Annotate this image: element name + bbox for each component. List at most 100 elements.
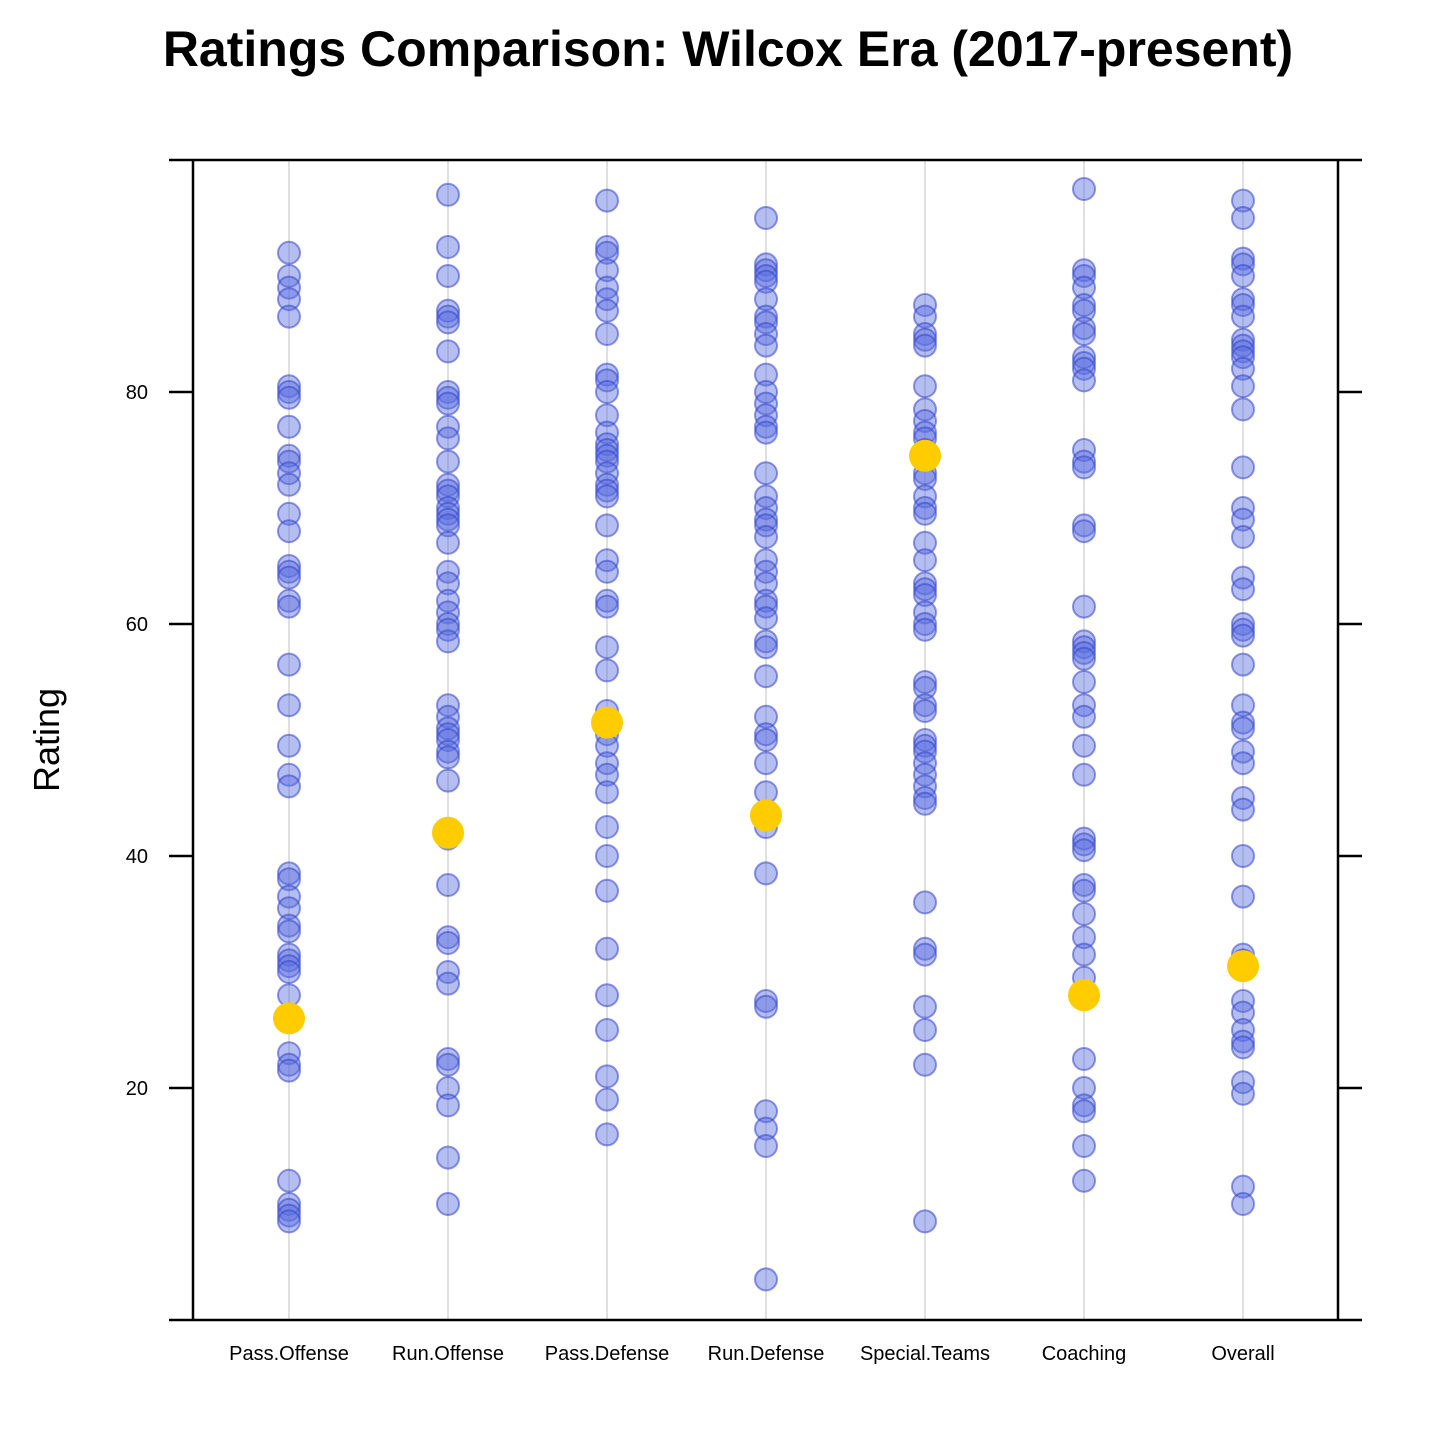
point-special-teams-4 — [913, 333, 937, 358]
point-pass-offense-9 — [277, 443, 301, 468]
point-coaching-9 — [1072, 351, 1096, 375]
point-run-defense-41 — [754, 1116, 778, 1141]
point-coaching-1 — [1072, 258, 1096, 283]
point-pass-defense-42 — [595, 1122, 619, 1147]
point-coaching-0 — [1072, 177, 1096, 201]
point-pass-offense-34 — [277, 960, 301, 984]
point-pass-defense-32 — [595, 762, 619, 787]
x-tick-label-pass-offense: Pass.Offense — [229, 1343, 349, 1365]
point-overall-2 — [1231, 246, 1255, 271]
y-tick-label-40: 40 — [126, 846, 148, 868]
point-special-teams-16 — [913, 530, 937, 555]
point-special-teams-40 — [913, 1018, 937, 1042]
point-special-teams-17 — [913, 548, 937, 573]
point-special-teams-1 — [913, 304, 937, 329]
point-run-defense-27 — [754, 606, 778, 631]
point-coaching-38 — [1072, 1093, 1096, 1118]
point-special-teams-35 — [913, 791, 937, 816]
point-run-offense-2 — [436, 264, 460, 288]
point-overall-39 — [1231, 1029, 1255, 1054]
point-pass-offense-37 — [277, 1052, 301, 1077]
point-coaching-28 — [1072, 832, 1096, 857]
point-pass-defense-26 — [595, 635, 619, 660]
point-run-defense-38 — [754, 989, 778, 1013]
point-overall-27 — [1231, 716, 1255, 741]
point-coaching-14 — [1072, 455, 1096, 480]
point-pass-offense-4 — [277, 304, 301, 329]
point-pass-offense-38 — [277, 1058, 301, 1083]
point-run-offense-34 — [436, 745, 460, 770]
point-run-defense-43 — [754, 1267, 778, 1292]
point-overall-31 — [1231, 797, 1255, 822]
point-run-offense-35 — [436, 768, 460, 793]
point-run-defense-29 — [754, 635, 778, 660]
point-special-teams-41 — [913, 1052, 937, 1077]
highlight-point-coaching — [1068, 979, 1100, 1012]
point-run-defense-4 — [754, 269, 778, 294]
point-overall-0 — [1231, 188, 1255, 213]
point-run-offense-42 — [436, 1047, 460, 1071]
point-overall-42 — [1231, 1081, 1255, 1106]
point-pass-offense-42 — [277, 1203, 301, 1228]
point-coaching-21 — [1072, 646, 1096, 671]
point-overall-14 — [1231, 397, 1255, 422]
point-pass-defense-37 — [595, 936, 619, 961]
point-run-offense-22 — [436, 571, 460, 596]
point-pass-defense-19 — [595, 478, 619, 503]
point-pass-defense-23 — [595, 559, 619, 584]
point-run-offense-43 — [436, 1052, 460, 1077]
chart-title: Ratings Comparison: Wilcox Era (2017-pre… — [163, 21, 1293, 77]
x-tick-label-run-offense: Run.Offense — [392, 1343, 504, 1365]
point-pass-offense-29 — [277, 913, 301, 938]
point-run-defense-24 — [754, 571, 778, 596]
point-run-offense-11 — [436, 426, 460, 451]
point-run-offense-0 — [436, 182, 460, 207]
point-coaching-40 — [1072, 1134, 1096, 1158]
point-pass-defense-1 — [595, 235, 619, 259]
point-coaching-25 — [1072, 733, 1096, 758]
point-run-defense-6 — [754, 304, 778, 329]
point-run-offense-19 — [436, 513, 460, 538]
tick-labels: 20 40 60 80 Pass.Offense Run.Offense Pass.Defe… — [126, 382, 1275, 1365]
point-run-defense-14 — [754, 414, 778, 439]
point-pass-defense-40 — [595, 1064, 619, 1089]
point-pass-defense-25 — [595, 594, 619, 619]
point-run-offense-6 — [436, 339, 460, 364]
point-overall-10 — [1231, 339, 1255, 364]
point-run-defense-31 — [754, 704, 778, 729]
point-pass-defense-21 — [595, 513, 619, 538]
point-run-offense-20 — [436, 530, 460, 555]
point-overall-44 — [1231, 1192, 1255, 1216]
point-pass-defense-7 — [595, 322, 619, 346]
point-coaching-13 — [1072, 449, 1096, 474]
point-overall-7 — [1231, 304, 1255, 329]
point-run-offense-47 — [436, 1192, 460, 1216]
point-run-defense-37 — [754, 861, 778, 886]
point-coaching-20 — [1072, 641, 1096, 665]
point-coaching-24 — [1072, 704, 1096, 729]
point-run-offense-5 — [436, 310, 460, 335]
point-pass-defense-36 — [595, 878, 619, 903]
point-overall-18 — [1231, 525, 1255, 549]
point-run-offense-46 — [436, 1145, 460, 1170]
point-special-teams-5 — [913, 374, 937, 399]
point-pass-defense-6 — [595, 298, 619, 323]
point-special-teams-39 — [913, 994, 937, 1019]
point-special-teams-42 — [913, 1209, 937, 1234]
point-pass-offense-8 — [277, 414, 301, 439]
point-run-defense-40 — [754, 1099, 778, 1124]
point-special-teams-36 — [913, 890, 937, 915]
point-run-defense-39 — [754, 994, 778, 1019]
point-pass-offense-18 — [277, 588, 301, 613]
point-run-defense-5 — [754, 287, 778, 312]
point-overall-25 — [1231, 693, 1255, 718]
point-pass-defense-3 — [595, 258, 619, 283]
point-coaching-15 — [1072, 513, 1096, 538]
point-special-teams-34 — [913, 786, 937, 810]
point-run-offense-9 — [436, 391, 460, 416]
point-overall-13 — [1231, 374, 1255, 399]
point-special-teams-37 — [913, 936, 937, 961]
point-pass-offense-28 — [277, 896, 301, 921]
point-pass-defense-39 — [595, 1018, 619, 1042]
point-pass-offense-43 — [277, 1209, 301, 1234]
